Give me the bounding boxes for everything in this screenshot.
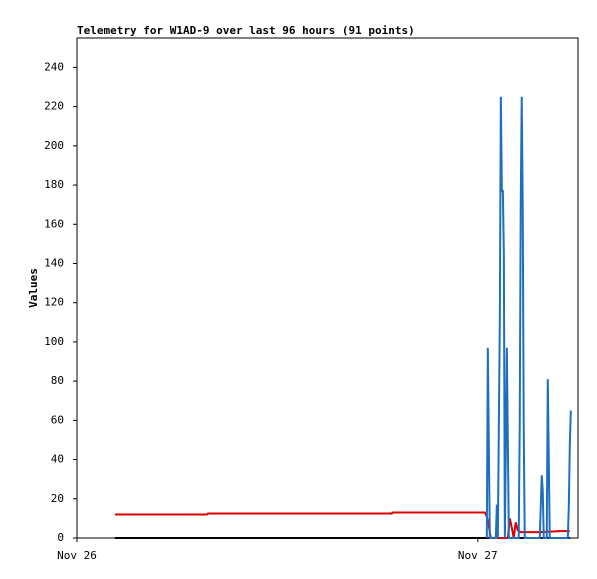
y-tick-label: 240 xyxy=(44,60,64,73)
y-axis-title: Values xyxy=(27,268,40,308)
y-tick-label: 180 xyxy=(44,178,64,191)
y-tick-label: 220 xyxy=(44,100,64,113)
y-tick-label: 200 xyxy=(44,139,64,152)
y-tick-label: 20 xyxy=(51,492,64,505)
y-tick-label: 60 xyxy=(51,413,64,426)
y-tick-label: 160 xyxy=(44,217,64,230)
y-tick-label: 0 xyxy=(57,531,64,544)
y-tick-label: 100 xyxy=(44,335,64,348)
y-tick-label: 80 xyxy=(51,374,64,387)
x-tick-label: Nov 26 xyxy=(57,549,97,562)
y-tick-label: 140 xyxy=(44,256,64,269)
chart-title: Telemetry for W1AD-9 over last 96 hours … xyxy=(77,24,415,37)
series-line xyxy=(485,96,572,539)
x-tick-label: Nov 27 xyxy=(458,549,498,562)
y-tick-label: 120 xyxy=(44,296,64,309)
y-tick-label: 40 xyxy=(51,453,64,466)
